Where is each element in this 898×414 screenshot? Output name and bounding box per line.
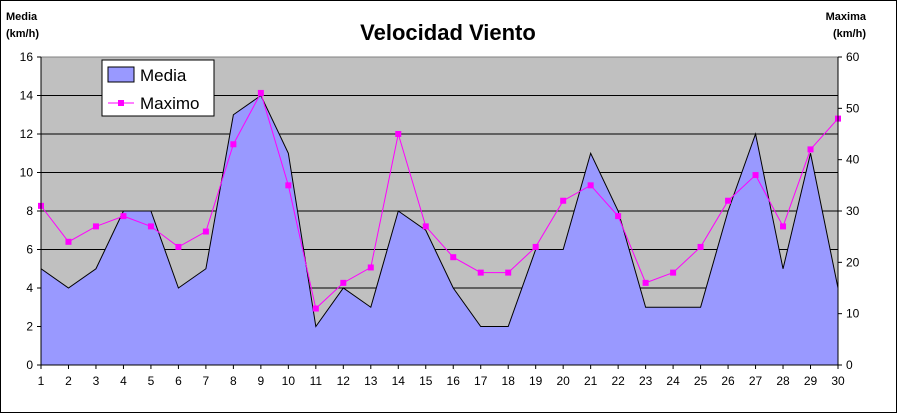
x-tick-label: 29 [804, 374, 818, 388]
legend: Media Maximo [101, 59, 215, 117]
x-tick-label: 24 [666, 374, 680, 388]
x-tick-label: 28 [776, 374, 790, 388]
left-axis: 0 2 4 6 8 10 12 14 16 [20, 50, 42, 372]
maximo-point [147, 223, 154, 230]
left-tick-label: 10 [20, 166, 34, 180]
x-tick-label: 2 [65, 374, 72, 388]
right-tick-label: 0 [846, 358, 853, 372]
x-tick-label: 4 [120, 374, 127, 388]
x-tick-label: 6 [175, 374, 182, 388]
x-tick-label: 13 [364, 374, 378, 388]
right-axis-title-line2: (km/h) [833, 28, 866, 40]
left-tick-label: 2 [26, 320, 33, 334]
maximo-point [422, 223, 429, 230]
maximo-point [642, 279, 649, 286]
right-tick-label: 30 [846, 204, 860, 218]
maximo-point [697, 243, 704, 250]
maximo-point [92, 223, 99, 230]
x-tick-label: 27 [749, 374, 763, 388]
x-tick-label: 22 [611, 374, 625, 388]
x-tick-label: 12 [337, 374, 351, 388]
x-tick-label: 25 [694, 374, 708, 388]
chart-title: Velocidad Viento [360, 20, 536, 45]
right-axis-title-line1: Maxima [826, 11, 867, 23]
x-tick-label: 3 [93, 374, 100, 388]
x-tick-label: 21 [584, 374, 598, 388]
x-tick-label: 18 [502, 374, 516, 388]
maximo-point [587, 182, 594, 189]
right-tick-label: 10 [846, 307, 860, 321]
x-tick-label: 26 [721, 374, 735, 388]
legend-media-swatch [107, 66, 135, 83]
x-tick-label: 19 [529, 374, 543, 388]
maximo-point [752, 172, 759, 179]
right-tick-label: 60 [846, 50, 860, 64]
maximo-point [532, 243, 539, 250]
series-maximo-markers [38, 89, 841, 312]
right-tick-label: 50 [846, 101, 860, 115]
maximo-point [175, 243, 182, 250]
series-maximo-line [40, 91, 839, 310]
maximo-point [615, 213, 622, 220]
maximo-point [312, 305, 319, 312]
maximo-point [257, 89, 264, 96]
x-tick-label: 15 [419, 374, 433, 388]
legend-maximo-label: Maximo [140, 94, 200, 113]
right-axis: 0 10 20 30 40 50 60 [837, 50, 860, 372]
maximo-point [505, 269, 512, 276]
maximo-point [807, 146, 814, 153]
x-tick-label: 20 [556, 374, 570, 388]
maximo-point [395, 131, 402, 137]
maximo-point [202, 228, 209, 235]
x-tick-label: 10 [282, 374, 296, 388]
x-tick-label: 7 [203, 374, 210, 388]
left-axis-title-line2: (km/h) [6, 28, 39, 40]
left-axis-title-line1: Media [6, 11, 38, 23]
right-tick-label: 40 [846, 153, 860, 167]
maximo-point [285, 182, 292, 189]
maximo-point [725, 197, 732, 204]
maximo-point [450, 254, 457, 261]
x-tick-label: 30 [831, 374, 845, 388]
maximo-point [65, 238, 72, 245]
left-tick-label: 12 [20, 127, 34, 141]
maximo-point [780, 223, 787, 230]
maximo-point [120, 213, 127, 220]
x-tick-label: 9 [258, 374, 265, 388]
left-tick-label: 6 [26, 243, 33, 257]
maximo-point [670, 269, 677, 276]
x-tick-label: 16 [447, 374, 461, 388]
x-tick-label: 8 [230, 374, 237, 388]
left-tick-label: 4 [26, 281, 33, 295]
maximo-point [367, 264, 374, 271]
maximo-point [477, 269, 484, 276]
legend-maximo-marker [118, 100, 124, 106]
x-tick-label: 5 [148, 374, 155, 388]
left-tick-label: 14 [20, 89, 34, 103]
x-axis: 1 2 3 4 5 6 7 8 9 10 11 12 13 14 15 16 17 18 19 20 21 22 23 24 2… [38, 364, 845, 388]
right-tick-label: 20 [846, 255, 860, 269]
maximo-point [340, 279, 347, 286]
series-media-area [40, 94, 839, 366]
maximo-point [560, 197, 567, 204]
legend-media-label: Media [140, 66, 187, 85]
x-tick-label: 14 [392, 374, 406, 388]
x-tick-label: 23 [639, 374, 653, 388]
x-tick-label: 11 [310, 374, 323, 388]
x-tick-label: 1 [38, 374, 45, 388]
left-tick-label: 0 [26, 358, 33, 372]
maximo-point [230, 141, 237, 148]
left-tick-label: 16 [20, 50, 34, 64]
x-tick-label: 17 [474, 374, 488, 388]
left-tick-label: 8 [26, 204, 33, 218]
